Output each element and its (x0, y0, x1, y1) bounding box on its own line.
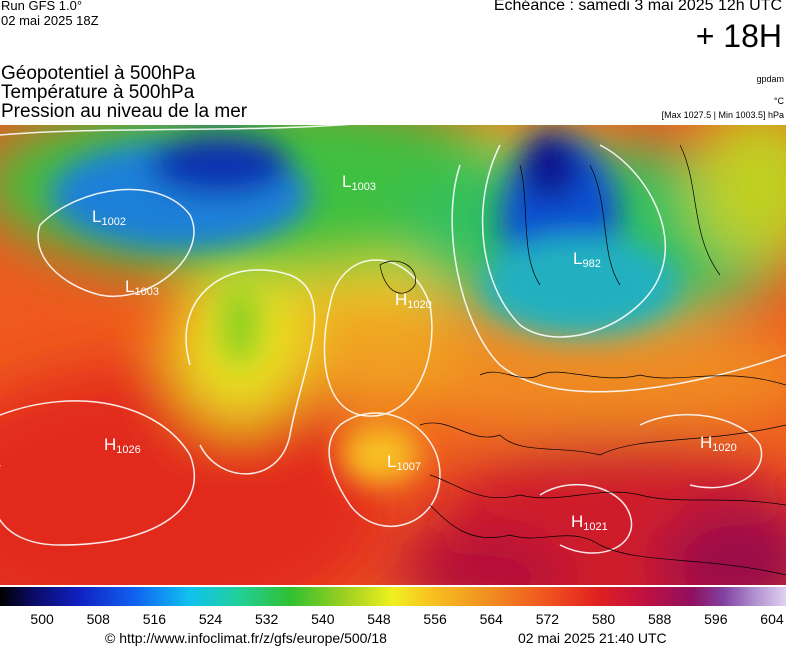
pressure-center: L1003 (125, 277, 159, 298)
colorbar-tick-label: 508 (87, 611, 111, 627)
unit: [Max 1027.5 | Min 1003.5] hPa (661, 110, 784, 120)
colorbar-tick-label: 540 (311, 611, 335, 627)
colorbar-tick-label: 524 (199, 611, 223, 627)
pressure-type: L (125, 277, 134, 296)
colorbar-tick-label: 572 (536, 611, 560, 627)
pressure-value: 1007 (396, 461, 420, 473)
pressure-center: H1026 (104, 435, 141, 456)
pressure-center: L1002 (92, 207, 126, 228)
pressure-value: 1020 (712, 442, 736, 454)
pressure-value: 1003 (351, 181, 375, 193)
title: Géopotentiel à 500hPa (1, 63, 196, 84)
pressure-type: H (395, 290, 407, 309)
lead-time: + 18H (695, 18, 782, 54)
pressure-center: H1020 (395, 290, 432, 311)
pressure-value: 1026 (116, 444, 140, 456)
colorbar (0, 587, 786, 606)
colorbar-tick-label: 532 (255, 611, 279, 627)
colorbar-tick-label: 588 (648, 611, 672, 627)
run-date: 02 mai 2025 18Z (1, 13, 99, 28)
colorbar-tick-label: 596 (704, 611, 728, 627)
pressure-value: 1003 (134, 286, 158, 298)
colorbar-tick-label: 516 (143, 611, 167, 627)
pressure-type: L (342, 172, 351, 191)
colorbar-tick-label: 604 (760, 611, 784, 627)
colorbar-tick-label: 564 (480, 611, 504, 627)
colorbar-tick-label: 580 (592, 611, 616, 627)
pressure-type: L (573, 249, 582, 268)
pressure-value: 1021 (583, 521, 607, 533)
title: Température à 500hPa (1, 82, 195, 103)
pressure-center: L1003 (342, 172, 376, 193)
unit: °C (773, 96, 784, 106)
pressure-type: L (92, 207, 101, 226)
pressure-value: 982 (582, 258, 600, 270)
map: L1002 L1003 L1003 H1020 L982 H1026 L1007… (0, 125, 786, 585)
pressure-type: L (387, 452, 396, 471)
run: Run GFS 1.0° (1, 0, 83, 13)
pressure-value: 1020 (407, 299, 431, 311)
colorbar-tick-label: 500 (30, 611, 54, 627)
pressure-value: 1002 (101, 216, 125, 228)
echeance: Echéance : samedi 3 mai 2025 12h UTC (493, 0, 782, 14)
colorbar-ticks: 500 508 516 524 532 540 548 556 564 572 580 588 596 6… (30, 611, 784, 627)
pressure-center: H1021 (571, 512, 608, 533)
pressure-type: H (700, 433, 712, 452)
pressure-center: L1007 (387, 452, 421, 473)
title: Pression au niveau de la mer (1, 101, 248, 122)
footer-url: © http://www.infoclimat.fr/z/gfs/europe/… (105, 630, 387, 646)
pressure-center: L982 (573, 249, 601, 270)
colorbar-tick-label: 556 (423, 611, 447, 627)
colorbar-tick-label: 548 (367, 611, 391, 627)
footer-timestamp: 02 mai 2025 21:40 UTC (518, 630, 667, 646)
unit: gpdam (756, 74, 784, 84)
pressure-type: H (571, 512, 583, 531)
pressure-center: H1020 (700, 433, 737, 454)
pressure-type: H (104, 435, 116, 454)
